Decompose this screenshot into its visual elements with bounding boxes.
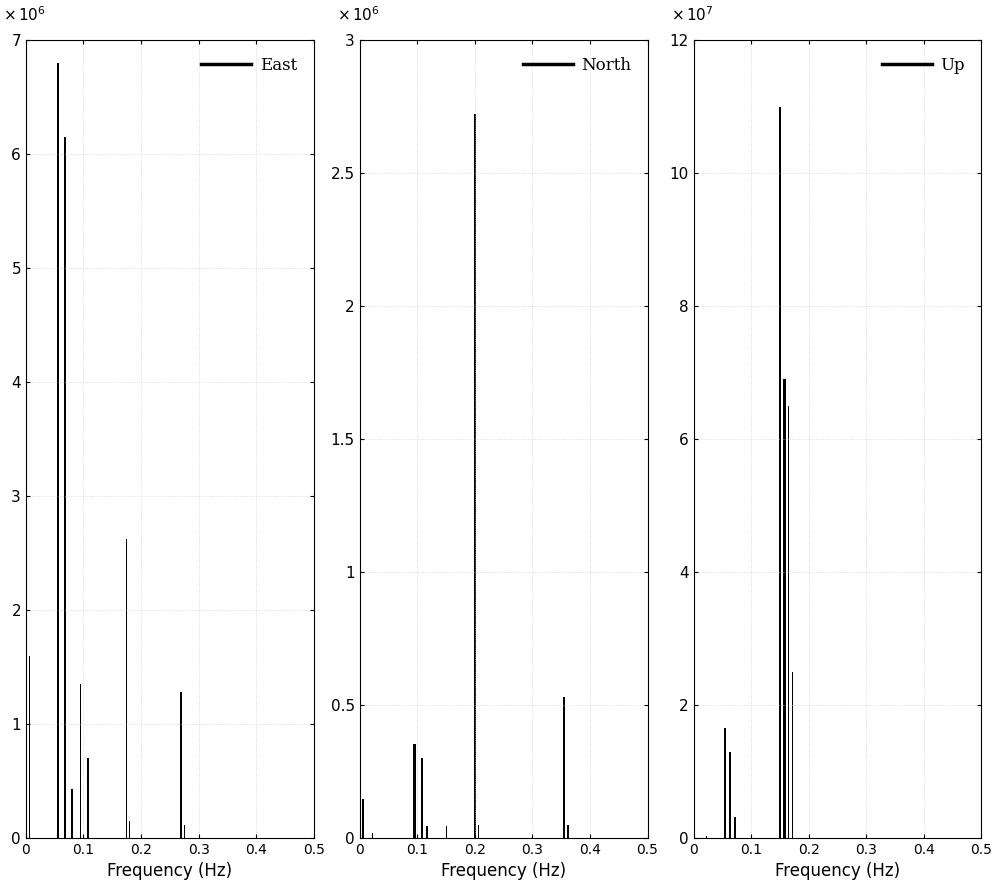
Text: $\times\,10^{6}$: $\times\,10^{6}$	[3, 5, 46, 24]
Text: $\times\,10^{7}$: $\times\,10^{7}$	[671, 5, 713, 24]
X-axis label: Frequency (Hz): Frequency (Hz)	[775, 862, 900, 880]
X-axis label: Frequency (Hz): Frequency (Hz)	[441, 862, 566, 880]
Legend: Up: Up	[873, 48, 973, 82]
Legend: North: North	[514, 48, 639, 82]
Legend: East: East	[193, 48, 305, 82]
Text: $\times\,10^{6}$: $\times\,10^{6}$	[337, 5, 380, 24]
X-axis label: Frequency (Hz): Frequency (Hz)	[107, 862, 232, 880]
